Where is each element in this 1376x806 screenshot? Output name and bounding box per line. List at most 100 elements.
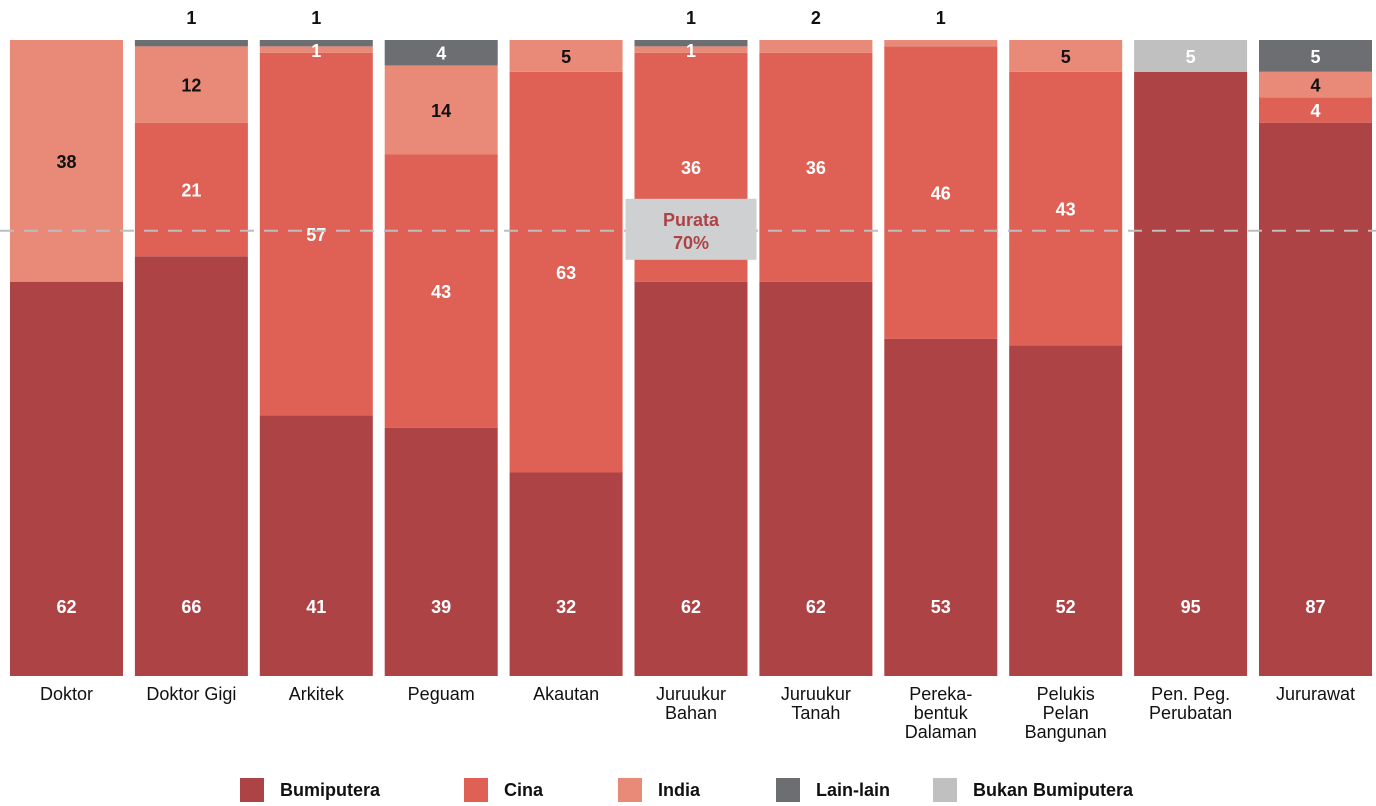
- value-label-above-doktor-gigi: 1: [186, 8, 196, 28]
- bar-juruukur-tanah-india: [759, 40, 873, 53]
- legend-item-india: India: [618, 778, 700, 802]
- value-label-peguam-lain-lain: 4: [436, 44, 446, 64]
- category-label-jururawat: Jururawat: [1276, 684, 1355, 704]
- reference-label-box: [625, 198, 757, 260]
- category-label-juruukur-tanah-line2: Tanah: [791, 703, 840, 723]
- legend-label-lain-lain: Lain-lain: [816, 779, 891, 800]
- category-label-arkitek: Arkitek: [289, 684, 345, 704]
- legend-swatch-cina: [464, 778, 488, 802]
- bar-doktor-gigi-lain-lain: [134, 40, 248, 47]
- legend-swatch-bumiputera: [240, 778, 264, 802]
- legend-swatch-india: [618, 778, 642, 802]
- value-label-pen-peg-perubatan-bukan-bumiputera: 5: [1186, 47, 1196, 67]
- value-label-jururawat-cina: 4: [1310, 101, 1320, 121]
- legend-label-india: India: [658, 779, 701, 800]
- reference-label-line1: Purata: [663, 210, 720, 230]
- value-label-arkitek-bumiputera: 41: [306, 597, 326, 617]
- value-label-pelukis-pelan-bangunan-cina: 43: [1056, 200, 1076, 220]
- value-label-juruukur-tanah-bumiputera: 62: [806, 597, 826, 617]
- value-label-above-juruukur-tanah: 2: [811, 8, 821, 28]
- bar-pereka-bentuk-dalaman-bumiputera: [884, 338, 998, 676]
- reference-label-line2: 70%: [673, 233, 709, 253]
- value-label-above-juruukur-bahan: 1: [686, 8, 696, 28]
- category-label-peguam: Peguam: [408, 684, 475, 704]
- value-label-pelukis-pelan-bangunan-india: 5: [1061, 47, 1071, 67]
- bar-peguam-india: [384, 65, 498, 155]
- value-label-doktor-gigi-india: 12: [181, 76, 201, 96]
- category-label-pereka-bentuk-dalaman-line3: Dalaman: [905, 722, 977, 742]
- value-label-above-pereka-bentuk-dalaman: 1: [936, 8, 946, 28]
- bar-jururawat-cina: [1259, 97, 1372, 123]
- value-label-juruukur-bahan-cina: 36: [681, 158, 701, 178]
- value-label-juruukur-tanah-cina: 36: [806, 158, 826, 178]
- legend-item-lain-lain: Lain-lain: [776, 778, 890, 802]
- value-label-doktor-gigi-cina: 21: [181, 180, 201, 200]
- bar-akautan-india: [509, 40, 623, 72]
- bar-doktor-bumiputera: [10, 281, 123, 676]
- category-label-juruukur-tanah: Juruukur: [781, 684, 851, 704]
- bar-arkitek-india: [259, 46, 373, 53]
- value-label-jururawat-lain-lain: 5: [1310, 47, 1320, 67]
- value-label-jururawat-bumiputera: 87: [1305, 597, 1325, 617]
- category-label-pereka-bentuk-dalaman-line2: bentuk: [914, 703, 969, 723]
- bar-juruukur-bahan-lain-lain: [634, 40, 748, 47]
- category-label-pelukis-pelan-bangunan-line2: Pelan: [1043, 703, 1089, 723]
- value-label-pen-peg-perubatan-bumiputera: 95: [1181, 597, 1201, 617]
- value-label-arkitek-india: 1: [311, 41, 321, 61]
- category-label-pen-peg-perubatan-line2: Perubatan: [1149, 703, 1232, 723]
- bar-juruukur-bahan-bumiputera: [634, 281, 748, 676]
- bar-arkitek-bumiputera: [259, 415, 373, 676]
- legend-swatch-lain-lain: [776, 778, 800, 802]
- bar-peguam-bumiputera: [384, 427, 498, 676]
- value-label-doktor-india: 38: [56, 152, 76, 172]
- bar-pelukis-pelan-bangunan-india: [1009, 40, 1123, 72]
- category-label-pelukis-pelan-bangunan-line3: Bangunan: [1025, 722, 1107, 742]
- category-label-doktor: Doktor: [40, 684, 93, 704]
- value-label-juruukur-bahan-india: 1: [686, 41, 696, 61]
- category-label-doktor-gigi: Doktor Gigi: [146, 684, 236, 704]
- category-label-pereka-bentuk-dalaman: Pereka-: [909, 684, 972, 704]
- value-label-akautan-cina: 63: [556, 263, 576, 283]
- bar-peguam-lain-lain: [384, 40, 498, 66]
- value-label-juruukur-bahan-bumiputera: 62: [681, 597, 701, 617]
- value-label-pelukis-pelan-bangunan-bumiputera: 52: [1056, 597, 1076, 617]
- category-label-juruukur-bahan: Juruukur: [656, 684, 726, 704]
- value-label-akautan-india: 5: [561, 47, 571, 67]
- value-label-akautan-bumiputera: 32: [556, 597, 576, 617]
- bar-pen-peg-perubatan-bukan-bumiputera: [1134, 40, 1248, 72]
- bar-jururawat-india: [1259, 71, 1372, 98]
- bar-jururawat-bumiputera: [1259, 122, 1372, 677]
- bar-jururawat-lain-lain: [1259, 40, 1372, 72]
- value-label-pereka-bentuk-dalaman-cina: 46: [931, 184, 951, 204]
- legend-label-cina: Cina: [504, 779, 544, 800]
- bar-doktor-gigi-bumiputera: [134, 256, 248, 676]
- chart-legend: Bumiputera Cina India Lain-lain Bukan Bumipu…: [0, 778, 1376, 806]
- value-label-doktor-bumiputera: 62: [56, 597, 76, 617]
- bar-pereka-bentuk-dalaman-india: [884, 40, 998, 47]
- bar-pelukis-pelan-bangunan-bumiputera: [1009, 345, 1123, 676]
- value-label-peguam-bumiputera: 39: [431, 597, 451, 617]
- value-label-above-arkitek: 1: [311, 8, 321, 28]
- bar-juruukur-tanah-bumiputera: [759, 281, 873, 676]
- bar-akautan-cina: [509, 71, 623, 473]
- category-label-pelukis-pelan-bangunan: Pelukis: [1037, 684, 1095, 704]
- legend-label-bukan-bumiputera: Bukan Bumiputera: [973, 779, 1134, 800]
- bar-pelukis-pelan-bangunan-cina: [1009, 71, 1123, 346]
- value-label-peguam-india: 14: [431, 101, 451, 121]
- value-label-peguam-cina: 43: [431, 282, 451, 302]
- bar-arkitek-cina: [259, 52, 373, 416]
- category-label-akautan: Akautan: [533, 684, 599, 704]
- legend-swatch-bukan-bumiputera: [933, 778, 957, 802]
- value-label-arkitek-cina: 57: [306, 225, 326, 245]
- bar-pen-peg-perubatan-bumiputera: [1134, 71, 1248, 677]
- bar-juruukur-bahan-india: [634, 46, 748, 53]
- legend-item-bumiputera: Bumiputera: [240, 778, 380, 802]
- legend-item-bukan-bumiputera: Bukan Bumiputera: [933, 778, 1133, 802]
- bar-doktor-india: [10, 40, 123, 282]
- bar-pereka-bentuk-dalaman-cina: [884, 46, 998, 339]
- bar-akautan-bumiputera: [509, 472, 623, 676]
- category-label-juruukur-bahan-line2: Bahan: [665, 703, 717, 723]
- bar-juruukur-tanah-cina: [759, 52, 873, 282]
